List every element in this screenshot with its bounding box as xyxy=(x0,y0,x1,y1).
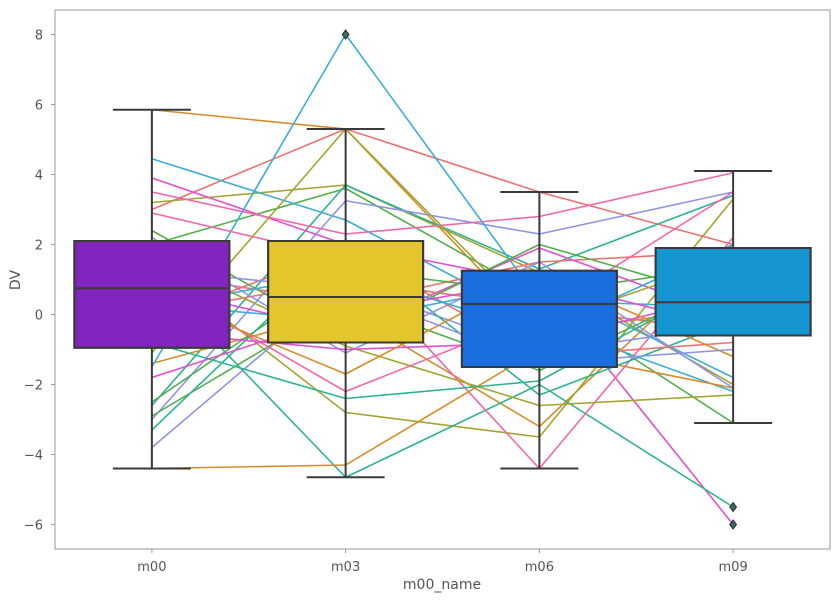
subject-line xyxy=(151,275,734,508)
y-tick-label: −2 xyxy=(24,379,43,394)
box-m03 xyxy=(267,240,425,344)
subject-line xyxy=(151,250,734,305)
y-tick-label: 2 xyxy=(35,239,43,254)
whisker-layer xyxy=(73,29,812,530)
subject-line xyxy=(151,278,734,333)
box-m00 xyxy=(73,240,231,349)
subject-line xyxy=(151,243,734,333)
y-tick-label: 6 xyxy=(35,99,43,114)
outlier-point xyxy=(341,29,350,40)
y-tick-label: −6 xyxy=(24,519,43,534)
subject-line xyxy=(151,229,734,340)
box-layer xyxy=(73,240,812,368)
x-axis-label: m00_name xyxy=(403,577,481,593)
x-axis-ticks: m00 m03 m06 m09 xyxy=(137,549,748,575)
outlier-point xyxy=(729,519,738,530)
subject-line xyxy=(151,128,734,354)
subject-line xyxy=(151,247,734,333)
subject-line xyxy=(151,128,734,246)
y-tick-label: 0 xyxy=(35,309,43,324)
outlier-point xyxy=(729,501,738,513)
subject-line xyxy=(151,171,734,235)
subject-line xyxy=(151,191,734,393)
y-tick-label: 4 xyxy=(35,169,43,184)
subject-line xyxy=(151,254,734,407)
subject-line xyxy=(151,268,734,365)
subject-line xyxy=(151,348,734,470)
subject-line xyxy=(151,212,734,470)
subject-line xyxy=(151,191,734,421)
x-tick-label: m00 xyxy=(137,560,166,575)
x-tick-label: m03 xyxy=(331,560,360,575)
subject-lines xyxy=(151,33,734,526)
x-tick-label: m06 xyxy=(525,560,554,575)
x-tick-label: m09 xyxy=(719,560,748,575)
subject-line xyxy=(151,275,734,400)
subject-line xyxy=(151,271,734,375)
y-axis-label: DV xyxy=(8,270,24,291)
subject-line xyxy=(151,177,734,526)
subject-line xyxy=(151,292,734,351)
subject-line xyxy=(151,236,734,389)
box-m09 xyxy=(654,247,812,337)
subject-line xyxy=(151,187,734,424)
y-tick-label: −4 xyxy=(24,449,43,464)
subject-line xyxy=(151,282,734,449)
y-axis-ticks: 8 6 4 2 0 −2 −4 −6 xyxy=(24,29,55,534)
y-tick-label: 8 xyxy=(35,29,43,44)
subject-line xyxy=(151,278,734,379)
box-m06 xyxy=(460,269,618,368)
subject-line xyxy=(151,243,734,431)
